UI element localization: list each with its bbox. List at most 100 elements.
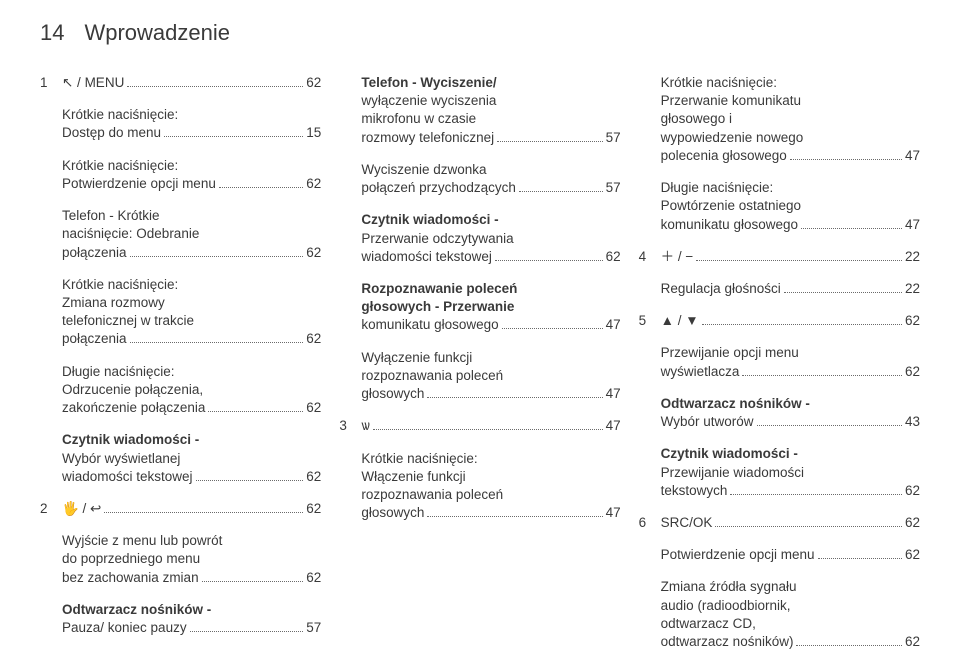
entry-line: Wybór wyświetlanej	[62, 450, 321, 468]
toc-entry: 1 ↖ / MENU 62	[62, 74, 321, 92]
leader-dots	[818, 558, 902, 559]
leader-dots	[190, 631, 304, 632]
toc-entry: Odtwarzacz nośników - Wybór utworów 43	[661, 395, 920, 431]
entry-line: rozpoznawania poleceń	[361, 486, 620, 504]
leader-dots	[196, 480, 304, 481]
entry-lead: zakończenie połączenia	[62, 399, 205, 417]
leader-dots	[519, 191, 603, 192]
entry-line: Telefon - Krótkie	[62, 207, 321, 225]
columns: 1 ↖ / MENU 62 Krótkie naciśnięcie: Dostę…	[40, 74, 920, 665]
page-number: 14	[40, 20, 64, 46]
entry-line: Czytnik wiadomości -	[361, 211, 620, 229]
entry-page: 47	[606, 417, 621, 435]
entry-page: 62	[905, 363, 920, 381]
entry-lead: wiadomości tekstowej	[62, 468, 193, 486]
toc-entry: Telefon - Wyciszenie/ wyłączenie wycisze…	[361, 74, 620, 147]
toc-entry: 3 ѡ 47	[361, 417, 620, 435]
entry-page: 62	[306, 244, 321, 262]
toc-entry: Krótkie naciśnięcie: Zmiana rozmowy tele…	[62, 276, 321, 349]
leader-dots	[130, 256, 304, 257]
entry-page: 22	[905, 280, 920, 298]
entry-line: Rozpoznawanie poleceń	[361, 280, 620, 298]
leader-dots	[784, 292, 902, 293]
entry-line: Przerwanie odczytywania	[361, 230, 620, 248]
section-marker: 2	[40, 500, 48, 518]
entry-page: 62	[306, 330, 321, 348]
entry-page: 43	[905, 413, 920, 431]
entry-lead: wiadomości tekstowej	[361, 248, 492, 266]
entry-lead: komunikatu głosowego	[661, 216, 798, 234]
entry-page: 62	[306, 399, 321, 417]
leader-dots	[427, 397, 602, 398]
entry-lead: SRC/OK	[661, 514, 713, 532]
entry-lead: Dostęp do menu	[62, 124, 161, 142]
entry-lead: komunikatu głosowego	[361, 316, 498, 334]
section-marker: 1	[40, 74, 48, 92]
entry-lead: tekstowych	[661, 482, 728, 500]
entry-line: Wyłączenie funkcji	[361, 349, 620, 367]
section-marker: 6	[639, 514, 647, 532]
entry-line: Przewijanie wiadomości	[661, 464, 920, 482]
leader-dots	[715, 526, 902, 527]
entry-lead: wyświetlacza	[661, 363, 740, 381]
entry-page: 47	[606, 504, 621, 522]
toc-entry: 5 ▲ / ▼ 62	[661, 312, 920, 330]
leader-dots	[696, 260, 902, 261]
toc-entry: Krótkie naciśnięcie: Potwierdzenie opcji…	[62, 157, 321, 193]
column-3: Krótkie naciśnięcie: Przerwanie komunika…	[639, 74, 920, 665]
entry-page: 57	[606, 179, 621, 197]
entry-line: naciśnięcie: Odebranie	[62, 225, 321, 243]
section-marker: 4	[639, 248, 647, 266]
entry-line: Powtórzenie ostatniego	[661, 197, 920, 215]
entry-line: wypowiedzenie nowego	[661, 129, 920, 147]
leader-dots	[796, 645, 901, 646]
entry-page: 62	[306, 500, 321, 518]
toc-entry: Przewijanie opcji menu wyświetlacza 62	[661, 344, 920, 380]
column-1: 1 ↖ / MENU 62 Krótkie naciśnięcie: Dostę…	[40, 74, 321, 665]
toc-entry: Rozpoznawanie poleceń głosowych - Przerw…	[361, 280, 620, 335]
entry-page: 62	[905, 546, 920, 564]
section-marker: 5	[639, 312, 647, 330]
entry-line: Zmiana źródła sygnału	[661, 578, 920, 596]
entry-page: 62	[905, 633, 920, 651]
entry-line: Długie naciśnięcie:	[62, 363, 321, 381]
entry-line: odtwarzacz CD,	[661, 615, 920, 633]
entry-page: 62	[905, 482, 920, 500]
leader-dots	[502, 328, 603, 329]
leader-dots	[104, 512, 303, 513]
toc-entry: Zmiana źródła sygnału audio (radioodbior…	[661, 578, 920, 651]
entry-page: 57	[306, 619, 321, 637]
entry-line: Długie naciśnięcie:	[661, 179, 920, 197]
toc-entry: 6 SRC/OK 62	[661, 514, 920, 532]
entry-line: Krótkie naciśnięcie:	[62, 276, 321, 294]
entry-page: 47	[606, 385, 621, 403]
entry-lead: połączeń przychodzących	[361, 179, 516, 197]
leader-dots	[497, 141, 602, 142]
entry-line: audio (radioodbiornik,	[661, 597, 920, 615]
entry-page: 62	[306, 175, 321, 193]
leader-dots	[219, 187, 303, 188]
entry-line: wyłączenie wyciszenia	[361, 92, 620, 110]
entry-line: Włączenie funkcji	[361, 468, 620, 486]
entry-lead: Potwierdzenie opcji menu	[661, 546, 815, 564]
entry-line: Przewijanie opcji menu	[661, 344, 920, 362]
toc-entry: Czytnik wiadomości - Przewijanie wiadomo…	[661, 445, 920, 500]
entry-line: głosowych - Przerwanie	[361, 298, 620, 316]
entry-lead: polecenia głosowego	[661, 147, 787, 165]
leader-dots	[801, 228, 902, 229]
entry-line: Telefon - Wyciszenie/	[361, 74, 620, 92]
toc-entry: Długie naciśnięcie: Powtórzenie ostatnie…	[661, 179, 920, 234]
toc-entry: Odtwarzacz nośników - Pauza/ koniec pauz…	[62, 601, 321, 637]
entry-line: rozpoznawania poleceń	[361, 367, 620, 385]
toc-entry: Regulacja głośności 22	[661, 280, 920, 298]
entry-lead: głosowych	[361, 385, 424, 403]
entry-lead: głosowych	[361, 504, 424, 522]
toc-entry: Krótkie naciśnięcie: Dostęp do menu 15	[62, 106, 321, 142]
entry-lead: bez zachowania zmian	[62, 569, 199, 587]
entry-line: Krótkie naciśnięcie:	[661, 74, 920, 92]
leader-dots	[427, 516, 602, 517]
entry-lead: Pauza/ koniec pauzy	[62, 619, 187, 637]
leader-dots	[742, 375, 902, 376]
toc-entry: Wyłączenie funkcji rozpoznawania poleceń…	[361, 349, 620, 404]
toc-entry: Wyciszenie dzwonka połączeń przychodzący…	[361, 161, 620, 197]
